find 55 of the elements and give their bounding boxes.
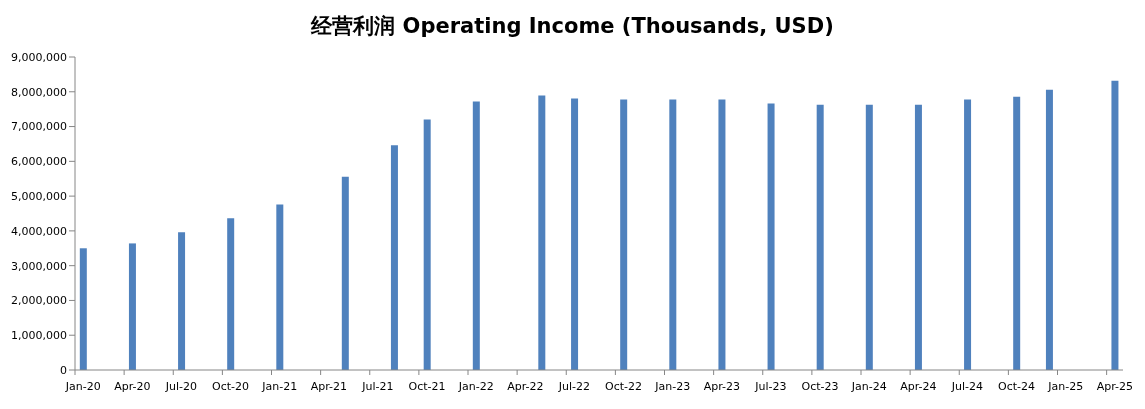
bar	[276, 204, 284, 370]
chart-title: 经营利润 Operating Income (Thousands, USD)	[310, 13, 835, 40]
bar	[964, 99, 972, 370]
y-tick-label: 5,000,000	[11, 190, 67, 204]
x-tick-label: Apr-21	[310, 380, 347, 393]
x-tick-label: Apr-20	[114, 380, 151, 393]
y-tick-label: 1,000,000	[11, 329, 67, 343]
bar	[767, 103, 775, 370]
y-tick-label: 4,000,000	[11, 224, 67, 238]
y-tick-label: 9,000,000	[11, 50, 67, 64]
bar	[718, 99, 726, 370]
x-tick-label: Oct-24	[998, 380, 1036, 393]
bar	[1013, 96, 1021, 370]
x-tick-label: Jan-23	[654, 380, 691, 393]
x-tick-label: Oct-22	[605, 380, 643, 393]
x-tick-label: Oct-20	[212, 380, 250, 393]
x-tick-label: Apr-22	[507, 380, 544, 393]
bar	[620, 99, 628, 370]
bar	[423, 119, 431, 370]
x-tick-label: Apr-25	[1096, 380, 1133, 393]
x-tick-label: Jul-21	[361, 380, 394, 393]
bar	[390, 145, 398, 370]
y-tick-label: 7,000,000	[11, 120, 67, 134]
x-tick-label: Oct-23	[801, 380, 839, 393]
bar	[472, 101, 480, 370]
bar	[79, 248, 87, 370]
y-tick-label: 0	[60, 363, 67, 377]
x-tick-label: Apr-24	[900, 380, 937, 393]
bar	[1045, 89, 1053, 370]
bar	[178, 232, 186, 370]
bar	[1111, 80, 1119, 370]
bar	[128, 243, 136, 370]
bar	[816, 104, 824, 370]
x-tick-label: Jul-20	[164, 380, 198, 393]
y-tick-label: 8,000,000	[11, 85, 67, 99]
x-tick-label: Jul-24	[950, 380, 984, 393]
x-tick-label: Oct-21	[408, 380, 446, 393]
bar	[865, 104, 873, 370]
bar	[341, 176, 349, 370]
bar	[538, 95, 546, 370]
y-tick-label: 6,000,000	[11, 155, 67, 169]
bar	[571, 98, 579, 370]
bar	[227, 218, 235, 370]
x-tick-label: Jan-24	[850, 380, 887, 393]
y-tick-label: 3,000,000	[11, 259, 67, 273]
y-tick-label: 2,000,000	[11, 294, 67, 308]
x-tick-label: Jan-21	[261, 380, 298, 393]
x-tick-label: Jul-23	[754, 380, 787, 393]
x-tick-label: Jan-20	[64, 380, 101, 393]
bar	[669, 99, 677, 370]
x-tick-label: Jul-22	[557, 380, 591, 393]
x-tick-label: Jan-22	[457, 380, 494, 393]
bar	[914, 104, 922, 370]
x-tick-label: Jan-25	[1047, 380, 1084, 393]
x-tick-label: Apr-23	[703, 380, 740, 393]
